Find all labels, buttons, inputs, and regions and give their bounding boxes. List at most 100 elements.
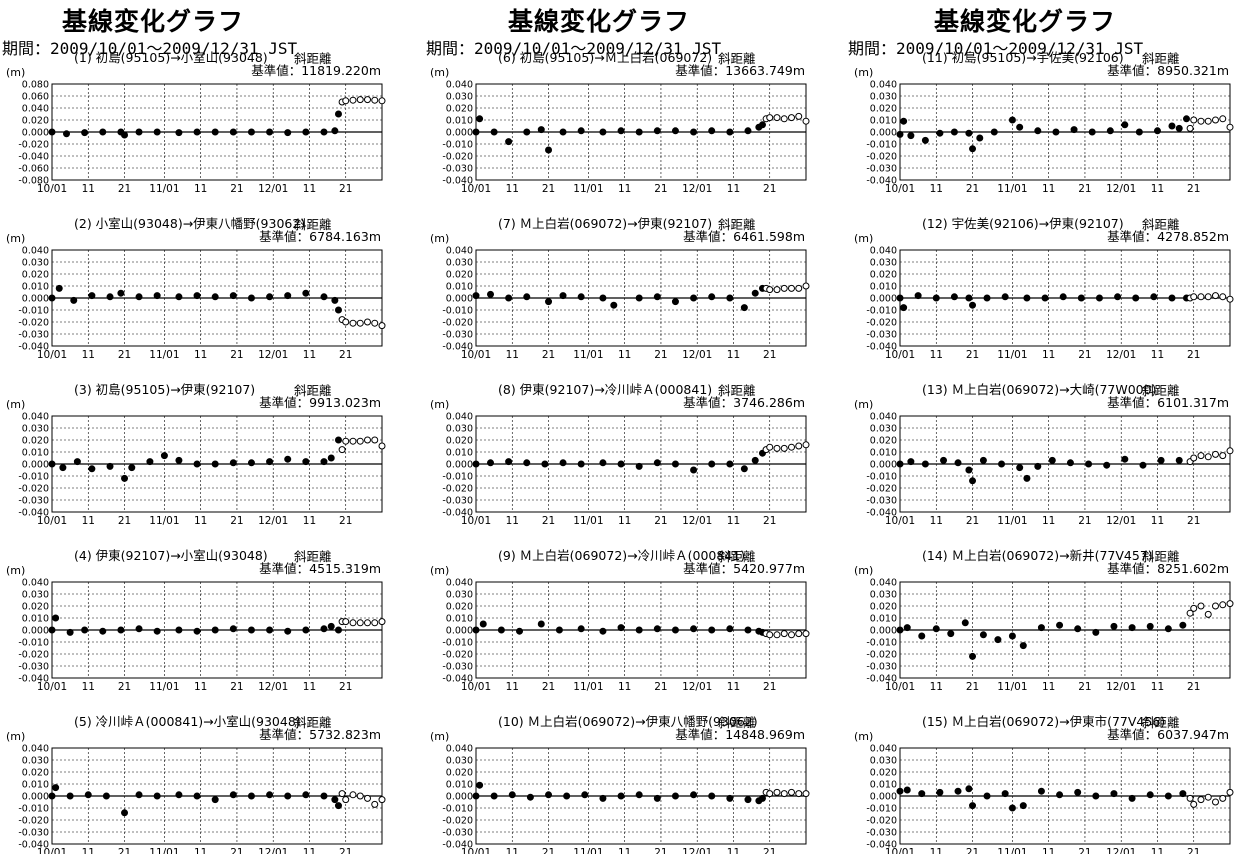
data-point [954,787,962,795]
y-tick-label: 0.000 [446,626,473,637]
x-tick-label: 11 [82,847,95,854]
data-point-open [795,284,803,292]
unit-label: (m) [430,730,449,743]
y-tick-label: -0.010 [866,638,897,649]
data-point [472,626,480,634]
data-point [1016,123,1024,131]
data-point [559,459,567,467]
data-point [758,121,766,129]
x-tick-label: 21 [1078,349,1091,361]
x-tick-label: 21 [654,681,667,693]
data-point-open [787,788,795,796]
y-tick-label: 0.040 [446,744,473,755]
data-point [88,465,96,473]
x-tick-label: 11 [1042,183,1055,195]
x-tick-label: 11 [82,681,95,693]
data-point [1175,124,1183,132]
period-label: 期間：2009/10/01～2009/12/31 JST [2,39,298,58]
data-point-open [795,112,803,120]
data-point-open [1219,293,1227,301]
y-tick-label: -0.020 [18,484,49,495]
y-tick-label: -0.020 [18,816,49,827]
y-tick-label: -0.040 [866,176,897,187]
data-point [537,620,545,628]
x-tick-label: 12/01 [682,847,712,854]
data-point [1023,474,1031,482]
y-tick-label: 0.040 [22,412,49,423]
data-point [581,791,589,799]
y-tick-label: 0.030 [870,258,897,269]
data-point [505,294,513,302]
data-point [936,129,944,137]
panel-label: (1) 初島(95105)→小室山(93048) [74,50,268,65]
x-tick-label: 12/01 [258,847,288,854]
data-point [320,625,328,633]
data-point [979,631,987,639]
x-tick-label: 10/01 [37,349,67,361]
data-point [1008,804,1016,812]
data-point [1074,788,1082,796]
data-point-open [795,630,803,638]
x-tick-label: 12/01 [682,183,712,195]
x-tick-label: 21 [118,681,131,693]
x-tick-label: 21 [654,847,667,854]
x-tick-label: 10/01 [461,349,491,361]
y-tick-label: -0.040 [18,342,49,353]
data-point [599,128,607,136]
y-tick-label: -0.040 [18,840,49,851]
x-tick-label: 21 [230,349,243,361]
data-point-open [1190,604,1198,612]
x-tick-label: 11/01 [573,515,603,527]
data-point [1008,632,1016,640]
distance-label: 斜距離 [718,383,756,398]
distance-label: 斜距離 [1142,51,1180,66]
x-tick-label: 11 [1151,681,1164,693]
y-tick-label: -0.060 [18,164,49,175]
data-point [331,127,339,135]
data-point [334,436,342,444]
data-point [1016,464,1024,472]
x-tick-label: 11 [303,183,316,195]
data-point [52,784,60,792]
data-point-open [1226,788,1234,796]
data-point-open [371,319,379,327]
reference-value: 基準値：6101.317m [1107,395,1229,410]
distance-label: 斜距離 [718,715,756,730]
data-point [146,458,154,466]
y-tick-label: -0.030 [442,330,473,341]
data-point [1077,294,1085,302]
data-point [229,128,237,136]
data-point [708,626,716,634]
x-tick-label: 21 [654,515,667,527]
data-point [577,625,585,633]
data-point [965,466,973,474]
x-tick-label: 21 [542,349,555,361]
data-point [334,802,342,810]
data-point [726,625,734,633]
y-tick-label: -0.010 [442,472,473,483]
data-point [690,791,698,799]
data-point [983,294,991,302]
y-tick-label: 0.000 [22,626,49,637]
x-tick-label: 21 [118,349,131,361]
data-point [99,627,107,635]
main-title: 基線変化グラフ [508,7,691,36]
data-point [907,132,915,140]
y-tick-label: -0.030 [18,828,49,839]
data-point [320,128,328,136]
unit-label: (m) [854,564,873,577]
data-point-open [1190,116,1198,124]
x-tick-label: 11 [82,515,95,527]
data-point-open [1204,293,1212,301]
x-tick-label: 11 [194,515,207,527]
data-point [284,627,292,635]
y-tick-label: 0.010 [22,614,49,625]
data-point-open [1197,796,1205,804]
x-tick-label: 11 [727,515,740,527]
data-point [744,796,752,804]
data-point [1179,790,1187,798]
y-tick-label: -0.040 [866,342,897,353]
data-point [1052,128,1060,136]
data-point [983,792,991,800]
data-point [266,293,274,301]
